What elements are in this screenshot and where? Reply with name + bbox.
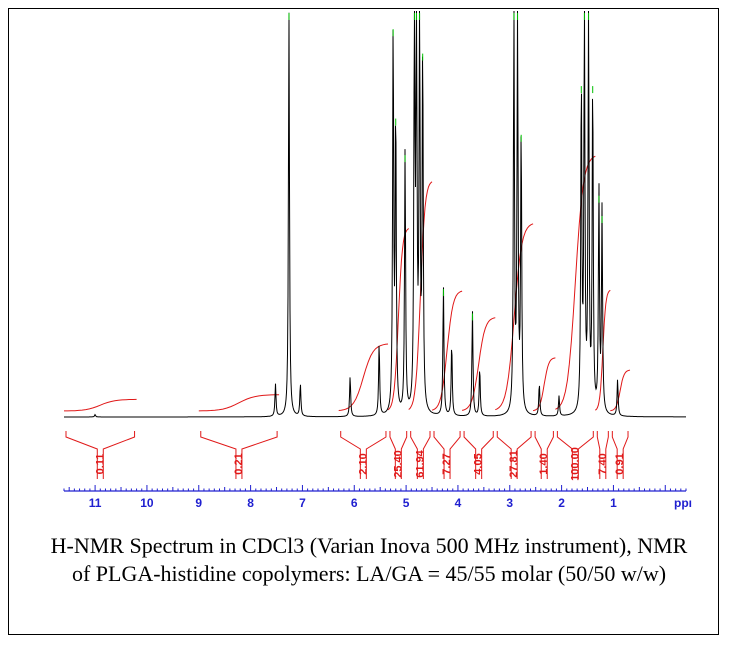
integral-value-label: 7.40	[597, 453, 609, 474]
integral-value-label: 1.40	[538, 453, 550, 474]
integral-curve-1	[198, 394, 280, 412]
integral-bracket-line	[410, 431, 431, 479]
x-tick-label: 7	[299, 496, 306, 510]
x-tick-label: 9	[195, 496, 202, 510]
integral-bracket-line	[463, 431, 494, 479]
integral-bracket-10: 7.40	[596, 431, 609, 479]
integral-value-label: 100.00	[569, 447, 581, 481]
integral-bracket-3: 25.40	[389, 431, 408, 479]
integral-bracket-line	[200, 431, 278, 479]
integral-curve-11	[610, 369, 631, 412]
ppm-axis: 11 10 9 8 7 6 5 4 3 2 1 ppı	[63, 485, 692, 510]
x-tick-label: 10	[140, 496, 154, 510]
nmr-spectrum-chart: 0.11 0.21 2.10 25.40 61.94 7.27 4.05 27.81 1.40 1…	[63, 10, 692, 510]
x-tick-label: 1	[610, 496, 617, 510]
integral-curve-8	[533, 357, 556, 412]
integral-bracket-line	[389, 431, 408, 479]
x-tick-label: 3	[506, 496, 513, 510]
integral-bracket-9: 100.00	[556, 431, 594, 481]
integral-curve-5	[431, 290, 463, 411]
integral-bracket-11: 0.91	[611, 431, 629, 479]
integral-value-label: 4.05	[473, 453, 485, 474]
integral-bracket-2: 2.10	[340, 431, 387, 479]
x-tick-label: 2	[558, 496, 565, 510]
spectrum-trace-layer	[64, 10, 686, 418]
integral-bracket-line	[596, 431, 609, 479]
integral-bracket-7: 27.81	[496, 431, 532, 479]
x-tick-label: 5	[403, 496, 410, 510]
integral-value-label: 2.10	[357, 453, 369, 474]
x-axis-unit-label: ppı	[674, 496, 692, 510]
integral-brackets: 0.11 0.21 2.10 25.40 61.94 7.27 4.05 27.81 1.40 1…	[65, 431, 629, 481]
integral-bracket-1: 0.21	[200, 431, 278, 479]
x-tick-label: 4	[455, 496, 462, 510]
integral-bracket-line	[534, 431, 554, 479]
integral-bracket-line	[611, 431, 629, 479]
integral-curve-0	[64, 398, 137, 412]
integral-value-label: 0.11	[94, 454, 106, 475]
integral-curve-2	[338, 343, 389, 411]
peak-markers	[288, 13, 603, 321]
integral-value-label: 25.40	[392, 450, 404, 478]
x-tick-label: 8	[247, 496, 254, 510]
integral-curve-6	[461, 317, 496, 411]
integral-bracket-0: 0.11	[65, 431, 136, 479]
integral-curves	[64, 155, 631, 412]
integral-bracket-line	[496, 431, 532, 479]
integral-value-label: 7.27	[441, 453, 453, 474]
x-tick-label: 11	[89, 496, 102, 510]
integral-value-label: 27.81	[508, 450, 520, 478]
integral-bracket-4: 61.94	[410, 431, 431, 479]
integral-value-label: 61.94	[414, 449, 426, 477]
integral-bracket-line	[340, 431, 387, 479]
integral-bracket-line	[556, 431, 594, 479]
integral-value-label: 0.91	[614, 453, 626, 474]
integral-bracket-8: 1.40	[534, 431, 554, 479]
integral-bracket-line	[433, 431, 461, 479]
integral-bracket-6: 4.05	[463, 431, 494, 479]
integral-curve-4	[408, 181, 433, 410]
spectrum-figure: 0.11 0.21 2.10 25.40 61.94 7.27 4.05 27.81 1.40 1…	[8, 8, 719, 635]
figure-caption: H-NMR Spectrum in CDCl3 (Varian Inova 50…	[50, 533, 688, 586]
integral-bracket-line	[65, 431, 136, 479]
x-tick-label: 6	[351, 496, 358, 510]
integral-value-label: 0.21	[233, 453, 245, 474]
integral-curve-7	[495, 223, 534, 411]
integral-bracket-5: 7.27	[433, 431, 461, 479]
spectrum-trace	[64, 10, 686, 418]
